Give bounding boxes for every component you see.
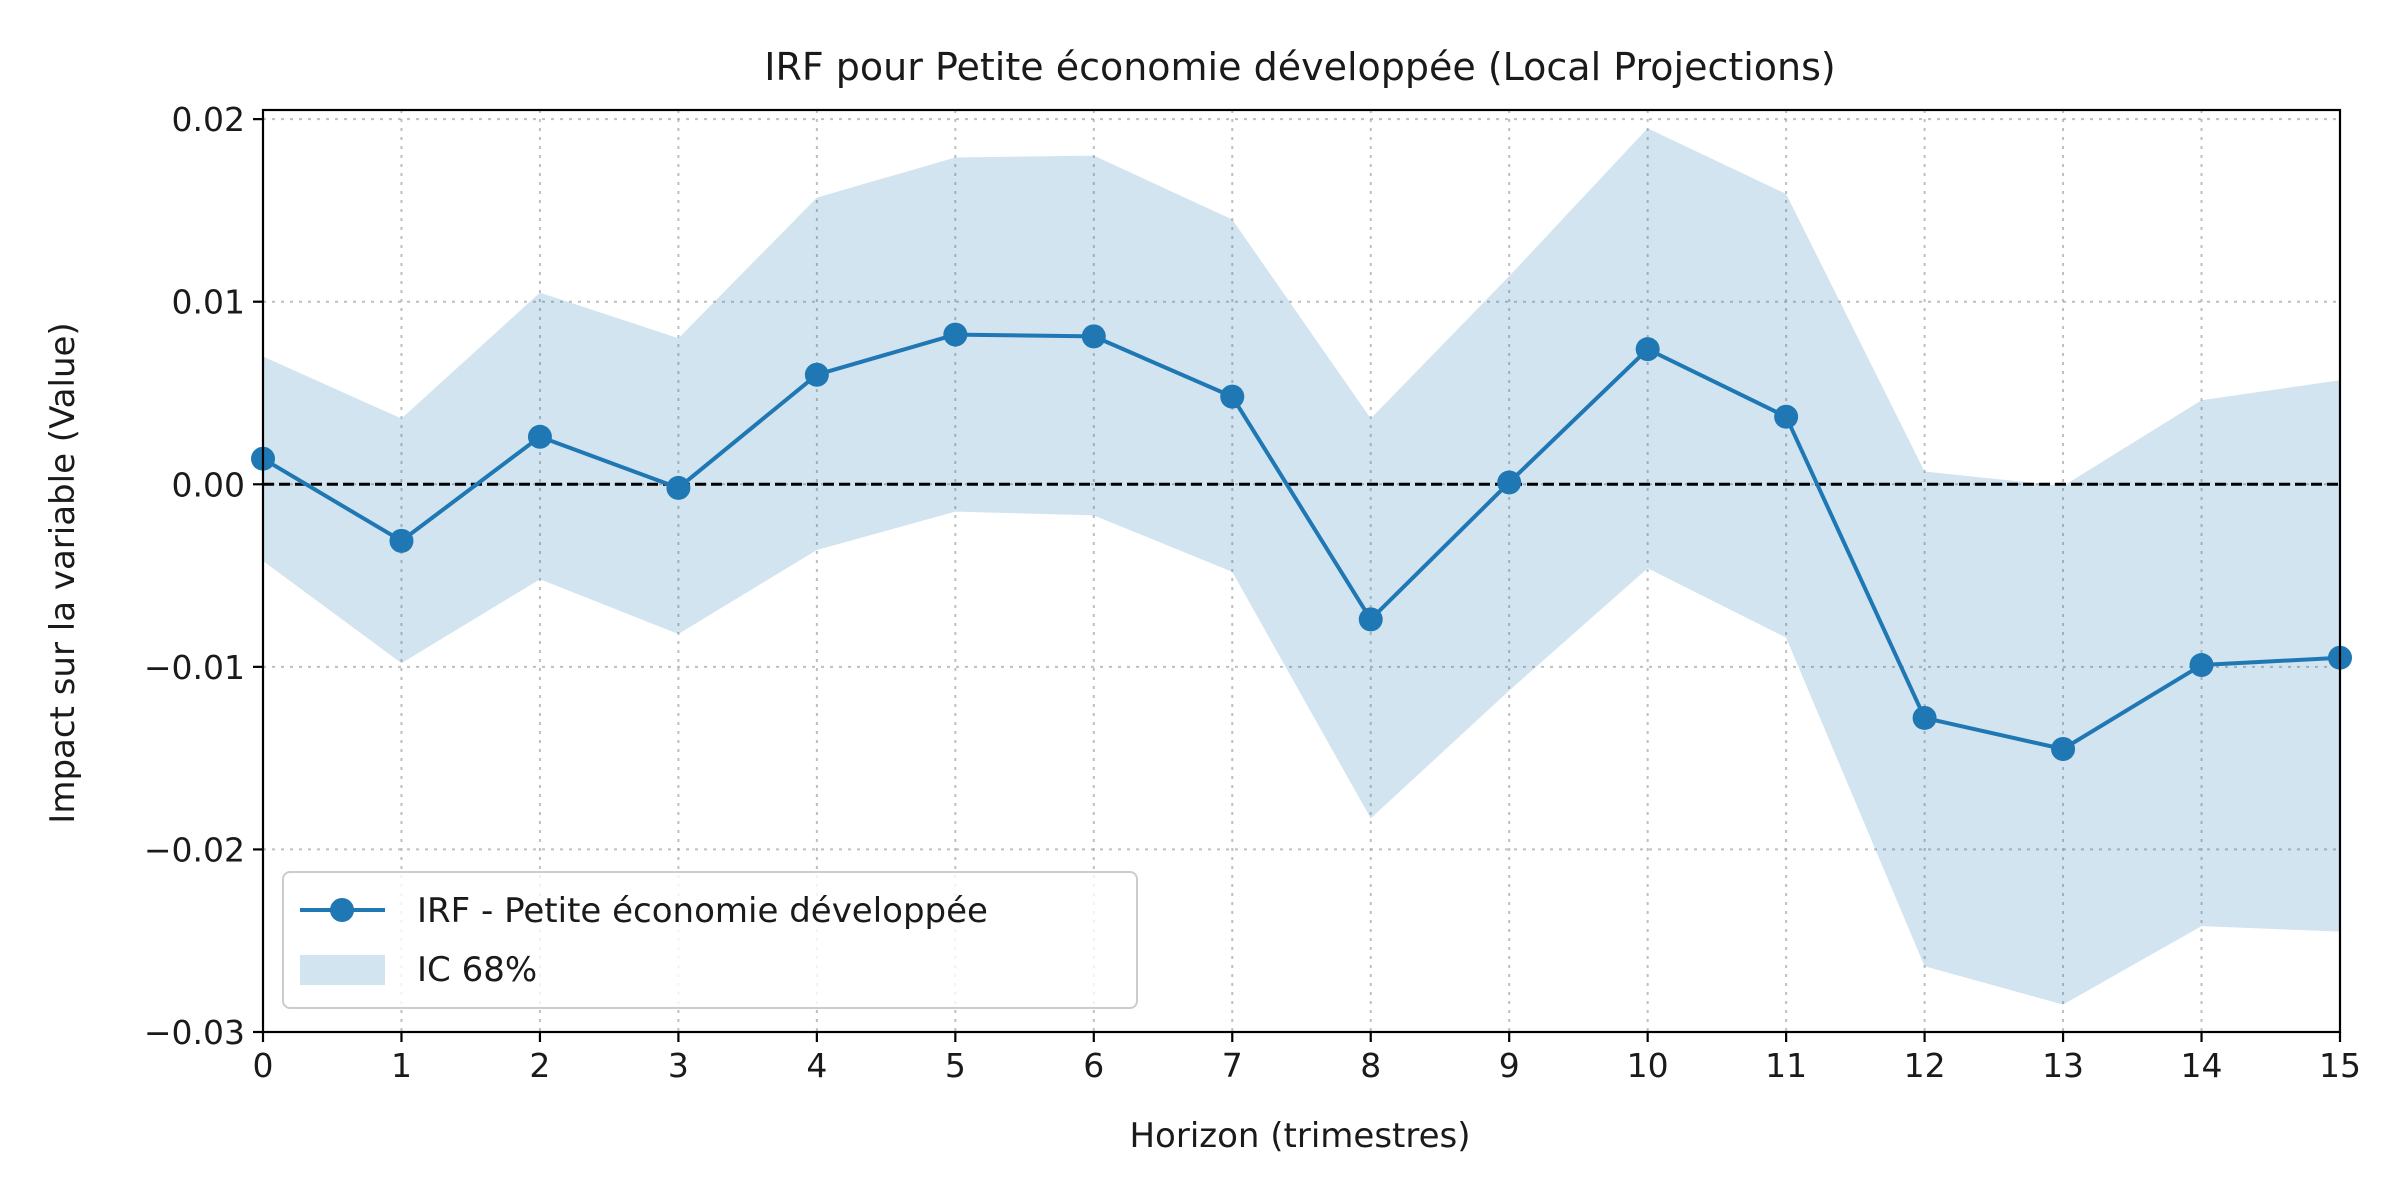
irf-point [1635, 337, 1660, 362]
legend-box [282, 871, 1138, 1009]
irf-point [666, 475, 691, 500]
irf-point [1912, 705, 1937, 730]
x-tick-label: 5 [945, 1046, 966, 1085]
y-axis-label: Impact sur la variable (Value) [43, 322, 83, 823]
plot-frame [261, 108, 2342, 1034]
irf-point [527, 424, 552, 449]
x-tick-label: 15 [2319, 1046, 2361, 1085]
legend-marker-swatch [330, 898, 354, 922]
y-tick-label: −0.01 [144, 648, 245, 687]
y-tick-label: 0.00 [172, 465, 245, 504]
x-tick-label: 13 [2042, 1046, 2084, 1085]
axis-ticks: 0 1 2 3 4 5 6 7 8 9 10 11 12 13 14 15−0.03−0.02−0.010.0… [144, 100, 2361, 1085]
legend-label-irf: IRF - Petite économie développée [417, 891, 988, 931]
y-tick-label: 0.02 [172, 100, 245, 139]
x-tick-label: 0 [253, 1046, 274, 1085]
y-tick-label: −0.02 [144, 830, 245, 869]
x-tick-label: 9 [1499, 1046, 1520, 1085]
irf-series-layer [251, 322, 2352, 762]
x-tick-label: 6 [1083, 1046, 1104, 1085]
x-tick-label: 10 [1627, 1046, 1669, 1085]
legend-band-swatch [300, 955, 385, 985]
legend: IRF - Petite économie développée IC 68% [282, 871, 1138, 1009]
irf-point [943, 322, 968, 347]
irf-point [389, 528, 414, 553]
irf-point [1774, 404, 1799, 429]
y-tick-label: 0.01 [172, 283, 245, 322]
x-tick-label: 14 [2181, 1046, 2223, 1085]
irf-point [1497, 470, 1522, 495]
irf-point [1358, 607, 1383, 632]
x-tick-label: 4 [806, 1046, 827, 1085]
y-tick-label: −0.03 [144, 1013, 245, 1052]
x-tick-label: 2 [529, 1046, 550, 1085]
irf-point [804, 362, 829, 387]
confidence-band [263, 128, 2340, 1005]
irf-point [1220, 384, 1245, 409]
x-tick-label: 11 [1765, 1046, 1807, 1085]
x-tick-label: 12 [1904, 1046, 1946, 1085]
irf-point [2051, 737, 2076, 762]
x-tick-label: 3 [668, 1046, 689, 1085]
irf-line [261, 332, 2341, 752]
chart-title: IRF pour Petite économie développée (Loc… [764, 45, 1836, 89]
confidence-band-layer [263, 128, 2340, 1005]
irf-point [1081, 324, 1106, 349]
x-tick-label: 7 [1222, 1046, 1243, 1085]
irf-point [2189, 653, 2214, 678]
x-axis-label: Horizon (trimestres) [1129, 1116, 1470, 1156]
legend-label-ci: IC 68% [417, 950, 537, 990]
x-tick-label: 1 [391, 1046, 412, 1085]
x-tick-label: 8 [1360, 1046, 1381, 1085]
